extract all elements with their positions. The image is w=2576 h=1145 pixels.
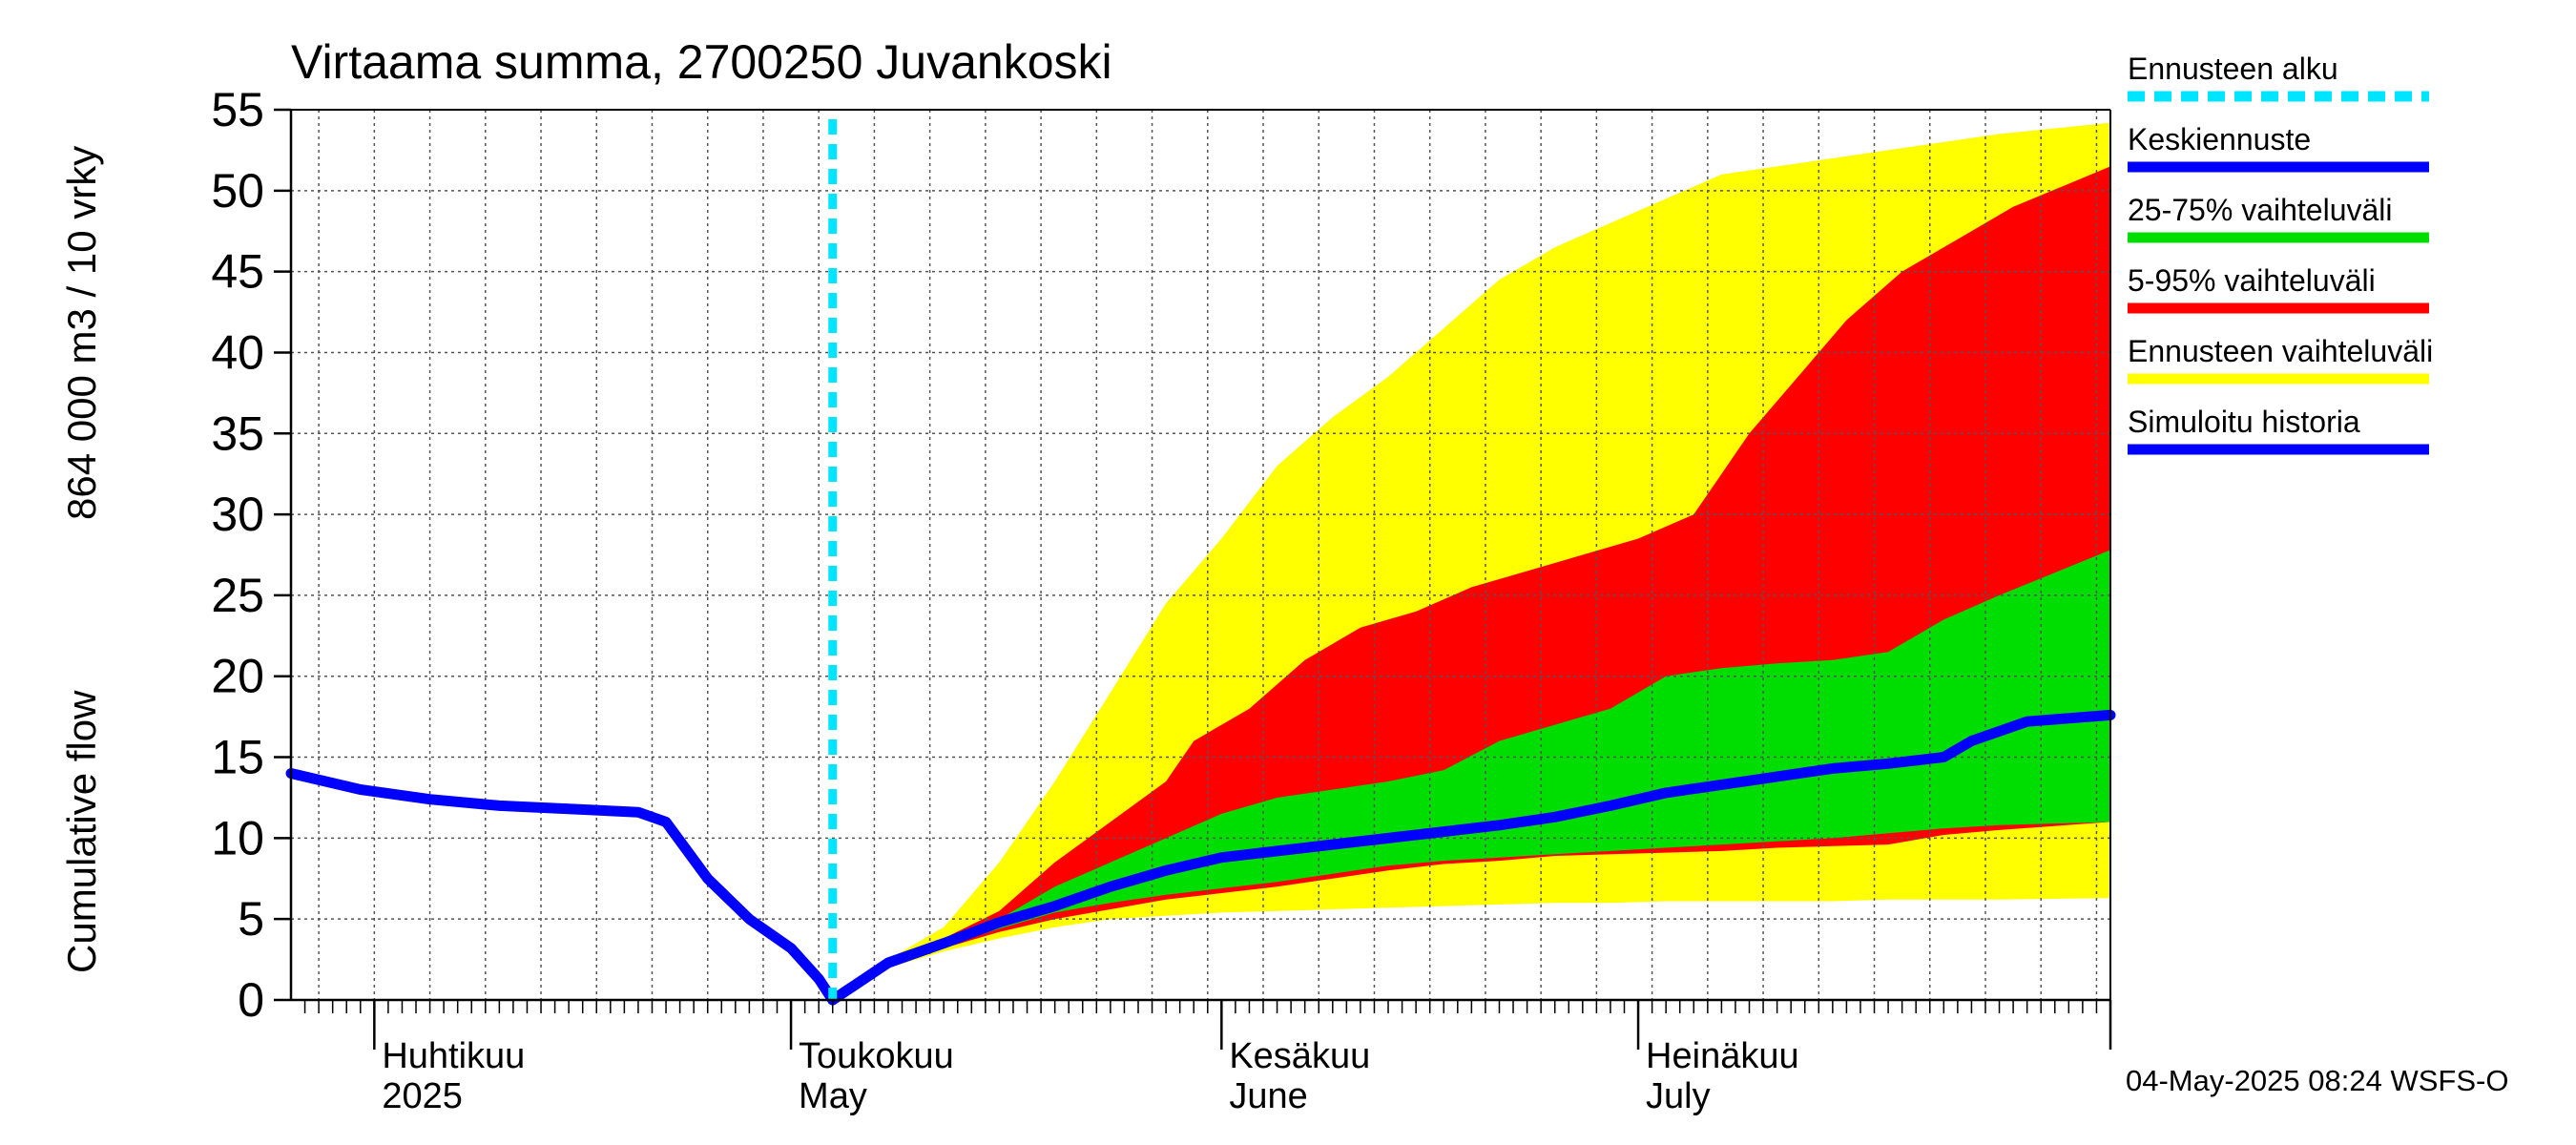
y-axis-label-line1: 864 000 m3 / 10 vrky	[59, 146, 104, 520]
y-tick-label: 15	[211, 731, 264, 784]
y-tick-label: 5	[238, 892, 264, 946]
legend-label: Simuloitu historia	[2128, 405, 2360, 439]
y-tick-label: 35	[211, 406, 264, 460]
x-month-label-en: 2025	[382, 1076, 463, 1116]
line-keskiennuste	[827, 709, 2116, 1006]
y-tick-label: 45	[211, 245, 264, 299]
legend-label: Ennusteen alku	[2128, 52, 2338, 86]
chart-title: Virtaama summa, 2700250 Juvankoski	[291, 35, 1112, 89]
y-axis-label-line2: Cumulative flow	[59, 690, 104, 973]
axis-layer: 0510152025303540455055Huhtikuu2025Toukok…	[211, 83, 2112, 1116]
series-layer	[832, 122, 2111, 1001]
y-axis-label: 864 000 m3 / 10 vrky Cumulative flow	[59, 146, 104, 973]
y-tick-label: 10	[211, 811, 264, 864]
x-month-label-fi: Toukokuu	[799, 1036, 954, 1076]
y-tick-label: 0	[238, 973, 264, 1027]
y-tick-label: 55	[211, 83, 264, 136]
band-25-75-vaihteluv-li	[832, 550, 2111, 1000]
x-month-label-en: May	[799, 1076, 867, 1116]
y-tick-label: 50	[211, 164, 264, 218]
x-month-label-en: June	[1229, 1076, 1307, 1116]
grid-layer	[291, 109, 2110, 1001]
legend-label: Keskiennuste	[2128, 122, 2311, 156]
y-tick-label: 20	[211, 650, 264, 703]
y-tick-label: 30	[211, 488, 264, 541]
x-month-label-fi: Heinäkuu	[1646, 1036, 1799, 1076]
x-month-label-fi: Huhtikuu	[382, 1036, 525, 1076]
legend-label: Ennusteen vaihteluväli	[2128, 334, 2433, 368]
legend-label: 5-95% vaihteluväli	[2128, 263, 2376, 298]
legend-label: 25-75% vaihteluväli	[2128, 193, 2393, 227]
x-month-label-fi: Kesäkuu	[1229, 1036, 1370, 1076]
legend: Ennusteen alku Keskiennuste 25-75% vaihtel…	[2128, 52, 2433, 455]
line-simuloitu-historia	[285, 768, 839, 1006]
x-month-label-en: July	[1646, 1076, 1711, 1116]
y-tick-label: 25	[211, 569, 264, 622]
line-layer	[285, 119, 2116, 1006]
footer-timestamp: 04-May-2025 08:24 WSFS-O	[2126, 1064, 2508, 1097]
y-tick-label: 40	[211, 325, 264, 379]
